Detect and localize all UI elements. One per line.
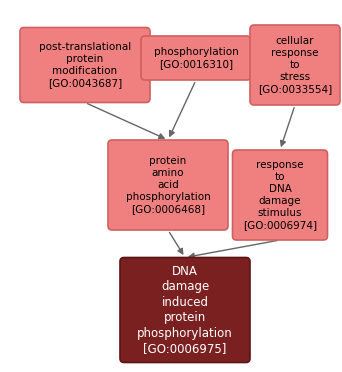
Text: cellular
response
to
stress
[GO:0033554]: cellular response to stress [GO:0033554] [258, 36, 332, 94]
Text: post-translational
protein
modification
[GO:0043687]: post-translational protein modification … [39, 42, 131, 88]
FancyBboxPatch shape [250, 25, 340, 105]
Text: phosphorylation
[GO:0016310]: phosphorylation [GO:0016310] [154, 47, 238, 69]
FancyBboxPatch shape [108, 140, 228, 230]
FancyBboxPatch shape [141, 36, 251, 80]
Text: protein
amino
acid
phosphorylation
[GO:0006468]: protein amino acid phosphorylation [GO:0… [126, 156, 210, 214]
FancyBboxPatch shape [233, 150, 328, 240]
Text: response
to
DNA
damage
stimulus
[GO:0006974]: response to DNA damage stimulus [GO:0006… [243, 160, 317, 230]
Text: DNA
damage
induced
protein
phosphorylation
[GO:0006975]: DNA damage induced protein phosphorylati… [137, 265, 233, 355]
FancyBboxPatch shape [20, 28, 150, 103]
FancyBboxPatch shape [120, 257, 250, 362]
